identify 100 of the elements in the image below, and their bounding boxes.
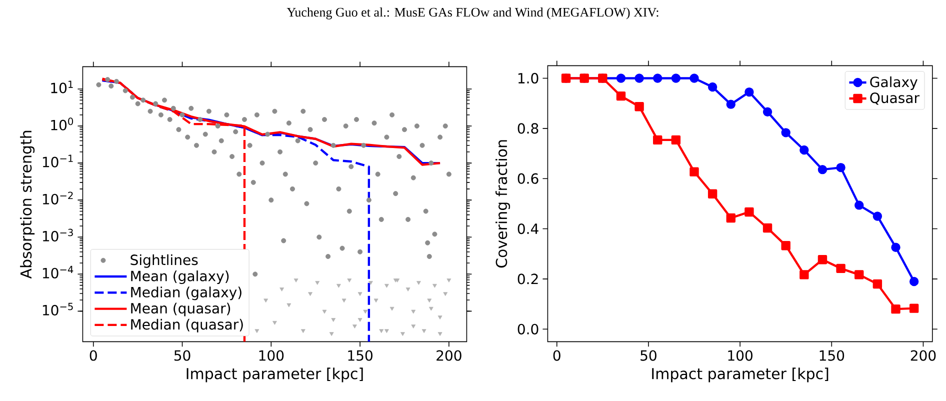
point bbox=[294, 278, 298, 282]
x-tick-label: 50 bbox=[640, 350, 656, 361]
point bbox=[762, 223, 772, 233]
point bbox=[909, 304, 919, 313]
point bbox=[891, 242, 900, 252]
y-tick-label: 10$^{−4}$ bbox=[42, 266, 74, 278]
point bbox=[653, 74, 662, 83]
point bbox=[438, 316, 442, 320]
y-axis-title: Covering fraction bbox=[496, 140, 510, 268]
point bbox=[390, 306, 394, 311]
text: Yucheng Guo et al.: MusE GAs FLOw and Wind (MEGAFLOW) XIV: bbox=[286, 8, 658, 20]
point bbox=[690, 167, 699, 176]
y-tick-label: 1.0 bbox=[518, 72, 538, 84]
point bbox=[443, 292, 448, 296]
point bbox=[854, 270, 864, 280]
point bbox=[744, 207, 754, 217]
point bbox=[634, 74, 644, 83]
point bbox=[358, 292, 362, 296]
point bbox=[416, 281, 421, 285]
y-tick-label: 0.6 bbox=[518, 173, 538, 184]
legend-label: Galaxy bbox=[870, 76, 918, 90]
legend-label: Sightlines bbox=[130, 254, 198, 268]
point bbox=[352, 324, 357, 328]
point bbox=[781, 240, 790, 250]
point bbox=[342, 298, 346, 303]
x-tick-label: 200 bbox=[436, 350, 462, 361]
point bbox=[818, 164, 828, 174]
y-tick-label: 10$^{−2}$ bbox=[42, 192, 73, 204]
y-tick-label: 0.8 bbox=[518, 123, 538, 134]
point bbox=[384, 329, 389, 334]
x-tick-label: 0 bbox=[90, 350, 97, 361]
point bbox=[300, 329, 306, 334]
x-tick-label: 200 bbox=[910, 350, 936, 361]
point bbox=[308, 292, 312, 296]
y-tick-label: 10$^{1}$ bbox=[51, 80, 73, 94]
point bbox=[315, 281, 320, 285]
x-tick-label: 100 bbox=[259, 350, 284, 361]
point bbox=[616, 91, 626, 101]
y-tick-label: 10$^{0}$ bbox=[51, 118, 74, 130]
point bbox=[671, 135, 681, 145]
point bbox=[432, 284, 437, 288]
point bbox=[347, 278, 352, 282]
point bbox=[726, 100, 736, 109]
x-axis-title: Impact parameter [kpc] bbox=[652, 368, 828, 382]
point bbox=[427, 298, 432, 303]
point bbox=[329, 332, 334, 336]
y-tick-label: 10$^{−3}$ bbox=[42, 228, 73, 242]
legend-label: Quasar bbox=[870, 92, 920, 105]
point bbox=[286, 303, 292, 308]
y-tick-label: 0.0 bbox=[518, 324, 538, 334]
point bbox=[336, 284, 341, 288]
point bbox=[872, 279, 882, 289]
x-tick-label: 50 bbox=[174, 350, 190, 361]
point bbox=[708, 189, 718, 199]
legend-label: Mean (galaxy) bbox=[131, 270, 229, 284]
point bbox=[322, 310, 327, 314]
point bbox=[368, 281, 373, 285]
y-tick-label: 0.2 bbox=[518, 274, 538, 284]
point bbox=[690, 74, 699, 83]
point bbox=[653, 135, 662, 145]
point bbox=[836, 162, 846, 172]
point bbox=[762, 107, 772, 116]
y-tick-label: 10$^{−1}$ bbox=[42, 154, 73, 168]
legend-label: Median (quasar) bbox=[131, 318, 243, 332]
point bbox=[708, 82, 718, 92]
y-tick-label: 10$^{−5}$ bbox=[42, 302, 73, 316]
point bbox=[726, 213, 736, 223]
x-tick-label: 150 bbox=[348, 350, 372, 361]
y-tick-label: 0.4 bbox=[518, 223, 538, 234]
point bbox=[379, 329, 384, 334]
point bbox=[272, 320, 277, 325]
point bbox=[634, 102, 644, 112]
point bbox=[744, 87, 754, 97]
x-tick-label: 100 bbox=[728, 350, 752, 361]
x-tick-label: 0 bbox=[553, 350, 560, 361]
point bbox=[800, 270, 809, 280]
x-axis-title: Impact parameter [kpc] bbox=[186, 368, 363, 382]
point bbox=[891, 304, 900, 314]
point bbox=[909, 276, 919, 286]
x-tick-label: 150 bbox=[820, 350, 844, 361]
point bbox=[818, 255, 828, 264]
point bbox=[781, 128, 790, 138]
point bbox=[422, 329, 426, 334]
legend-label: Mean (quasar) bbox=[131, 302, 230, 316]
point bbox=[616, 74, 626, 83]
point bbox=[400, 332, 405, 336]
point bbox=[374, 298, 378, 303]
point bbox=[800, 145, 809, 155]
point bbox=[872, 212, 882, 221]
point bbox=[411, 324, 416, 328]
point bbox=[411, 310, 416, 314]
point bbox=[446, 278, 452, 282]
point bbox=[384, 284, 389, 288]
legend-label: Median (galaxy) bbox=[131, 286, 242, 300]
point bbox=[406, 288, 410, 292]
point bbox=[836, 264, 846, 274]
point bbox=[428, 306, 434, 311]
point bbox=[254, 329, 260, 334]
point bbox=[331, 318, 336, 322]
point bbox=[438, 332, 442, 336]
